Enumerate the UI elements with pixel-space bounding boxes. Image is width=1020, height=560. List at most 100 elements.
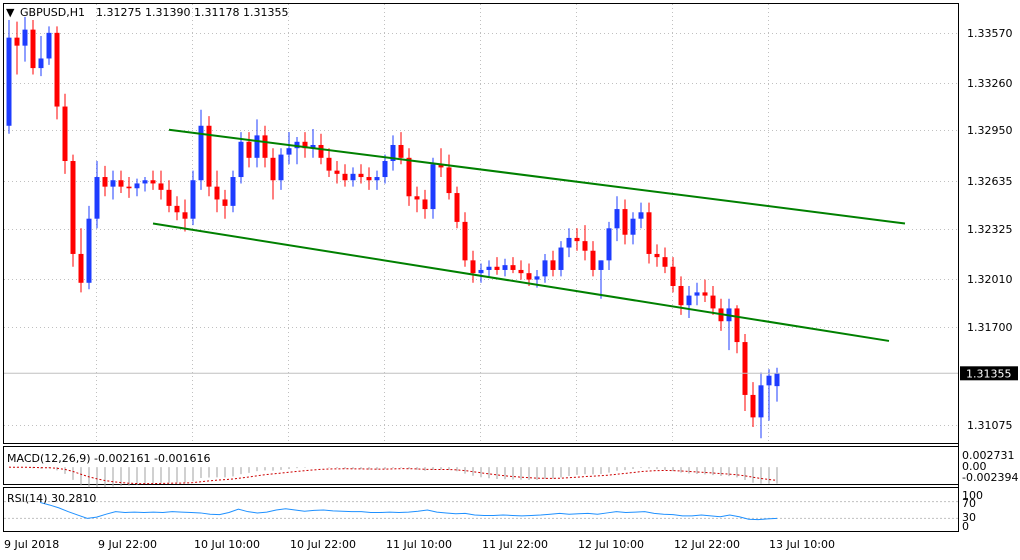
candle-body [182, 212, 188, 219]
time-tick-label: 9 Jul 2018 [4, 538, 59, 551]
price-tick-label: 1.33570 [967, 27, 1013, 40]
price-tick-label: 1.31700 [967, 321, 1013, 334]
candle-body [46, 32, 52, 59]
candle-body [78, 253, 84, 283]
macd-signal-line [8, 466, 778, 485]
candle-body [390, 144, 396, 162]
candle-body [702, 292, 708, 296]
price-tick-label: 1.33260 [967, 77, 1013, 90]
candle-body [542, 260, 548, 277]
candle-body [166, 189, 172, 206]
candle-body [534, 276, 540, 280]
candle-body [14, 37, 20, 46]
rsi-label: RSI(14) 30.2810 [7, 492, 96, 505]
candle-body [670, 266, 676, 286]
candle-body [750, 394, 756, 418]
candle-body [430, 164, 436, 210]
candle-body [734, 308, 740, 343]
candle-body [254, 135, 260, 158]
macd-axis-label: 0.00 [962, 460, 987, 473]
candle-body [502, 265, 508, 270]
candle-body [230, 177, 236, 206]
candle-body [470, 260, 476, 274]
rsi-series-line [39, 501, 778, 521]
candle-body [494, 266, 500, 270]
time-tick-label: 10 Jul 22:00 [290, 538, 356, 551]
candle-body [62, 106, 68, 162]
candle-body [198, 125, 204, 181]
candle-body [318, 144, 324, 158]
time-tick-label: 11 Jul 22:00 [482, 538, 548, 551]
candle-body [630, 218, 636, 235]
candle-body [414, 196, 420, 200]
candle-body [766, 375, 772, 386]
price-tick-label: 1.32635 [967, 175, 1013, 188]
candle-body [678, 285, 684, 306]
candle-body [710, 295, 716, 309]
candle-body [294, 141, 300, 149]
candle-body [270, 157, 276, 181]
candle-body [110, 180, 116, 187]
channel-trendline [168, 128, 906, 225]
candle-body [150, 180, 156, 184]
channel-trendline [152, 222, 890, 342]
candle-body [174, 205, 180, 213]
candle-body [654, 253, 660, 258]
candle-body [422, 199, 428, 210]
grid-layer [4, 4, 958, 443]
candle-body [774, 373, 780, 387]
candle-body [334, 170, 340, 174]
price-axis: 1.33570 1.33260 1.32950 1.32635 1.32325 … [967, 27, 1013, 432]
candle-body [366, 177, 372, 181]
candle-body [550, 260, 556, 270]
rsi-axis-label: 0 [962, 520, 969, 533]
ohlc-label: 1.31275 1.31390 1.31178 1.31355 [96, 6, 288, 19]
candle-body [326, 157, 332, 171]
candle-body [574, 237, 580, 242]
candle-body [486, 266, 492, 270]
candle-body [206, 125, 212, 187]
candle-body [278, 154, 284, 181]
time-tick-label: 10 Jul 10:00 [194, 538, 260, 551]
time-tick-label: 12 Jul 22:00 [674, 538, 740, 551]
candle-body [342, 173, 348, 181]
candle-body [238, 141, 244, 178]
candle-body [350, 173, 356, 181]
macd-histogram [8, 466, 778, 488]
macd-axis-label: -0.002394 [962, 471, 1018, 484]
candle-body [558, 247, 564, 270]
current-price-label: 1.31355 [966, 367, 1012, 380]
time-tick-label: 11 Jul 10:00 [386, 538, 452, 551]
candle-body [454, 193, 460, 222]
candle-body [406, 157, 412, 197]
candle-body [158, 183, 164, 190]
candle-body [214, 186, 220, 200]
candle-body [590, 250, 596, 270]
candle-body [142, 180, 148, 184]
candle-body [614, 209, 620, 229]
candle-body [566, 237, 572, 248]
channel-lines [152, 128, 906, 342]
candle-body [438, 164, 444, 168]
rsi-axis-label: 30 [962, 511, 976, 524]
candle-body [478, 269, 484, 274]
candle-body [646, 212, 652, 254]
time-tick-label: 13 Jul 10:00 [769, 538, 835, 551]
current-price-badge: 1.31355 [960, 366, 1018, 381]
candle-body [94, 177, 100, 219]
candle-body [358, 173, 364, 178]
candle-body [286, 148, 292, 155]
candle-body [446, 167, 452, 194]
candle-body [22, 29, 28, 46]
dropdown-arrow-icon[interactable]: ▼ [6, 6, 15, 19]
candle-body [86, 218, 92, 283]
candle-body [118, 180, 124, 187]
candle-body [134, 183, 140, 189]
candle-body [70, 161, 76, 254]
candle-body [374, 177, 380, 181]
candle-body [310, 144, 316, 149]
candle-body [526, 273, 532, 280]
candle-body [246, 141, 252, 158]
macd-axis-label: 0.002731 [962, 449, 1015, 462]
